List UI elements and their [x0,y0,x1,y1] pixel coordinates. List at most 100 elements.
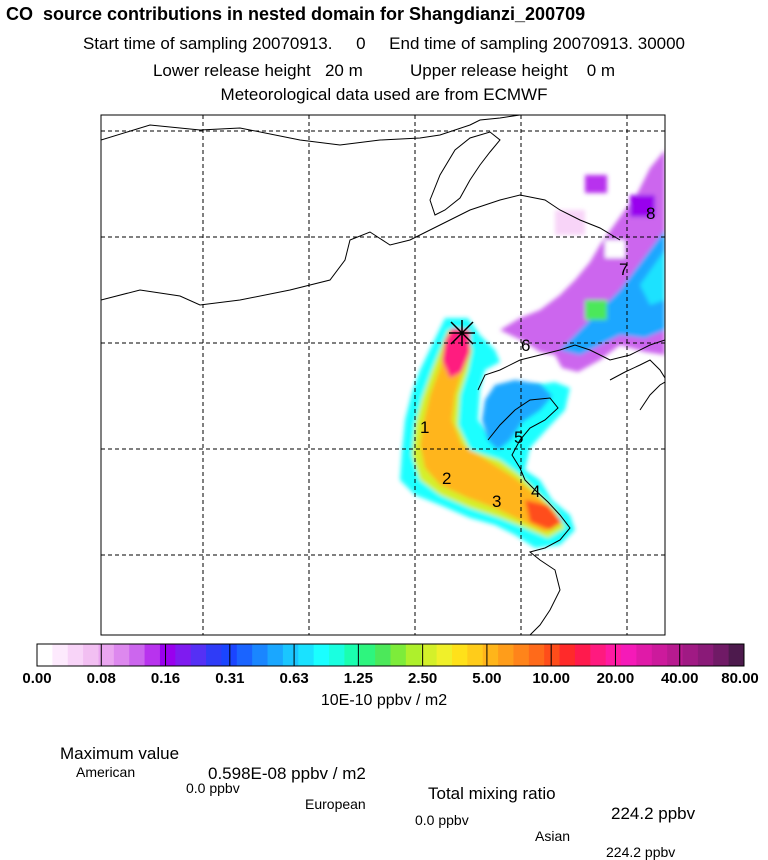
plume-main-hotspot [525,500,562,530]
colorbar-swatch [559,644,576,666]
end-label: End time of sampling [389,34,548,53]
graticule [101,115,665,635]
colorbar-swatch [390,644,407,666]
colorbar-swatch [697,644,714,666]
colorbar-swatch [282,644,299,666]
colorbar-swatch [713,644,730,666]
colorbar-tick-label: 80.00 [721,670,759,687]
colorbar-swatch [467,644,484,666]
sector-label-4: 4 [531,482,540,501]
colorbar-swatch [482,644,499,666]
regions-line: American 0.0 ppbv European 0.0 ppbv Asia… [0,748,768,860]
lower-value: 20 m [324,61,363,80]
colorbar-swatch [651,644,668,666]
colorbar-swatch [252,644,269,666]
sector-label-6: 6 [521,336,530,355]
coastline-middle [101,194,621,306]
asian-label: Asian [535,828,571,844]
colorbar-units: 10E-10 ppbv / m2 [320,692,448,709]
meteo-line: Meteorological data used are from ECMWF [220,85,548,104]
colorbar-swatch [498,644,514,666]
receptor-marker [449,320,475,346]
colorbar-swatch [52,644,69,666]
colorbar-swatch [144,644,161,666]
colorbar-swatch [190,644,207,666]
colorbar-swatch [728,644,745,666]
plume-patch [585,175,607,193]
colorbar-swatch [605,644,622,666]
colorbar-tick-label: 2.50 [408,670,438,687]
european-value: 0.0 ppbv [415,812,469,828]
coastline-bohai [477,339,665,391]
coastlines [101,115,665,635]
plume-main-core [420,330,560,532]
american-value: 0.0 ppbv [186,780,240,796]
colorbar-swatch [621,644,637,666]
sector-label-7: 7 [619,260,628,279]
colorbar-tick-label: 5.00 [472,670,502,687]
colorbar-swatch [682,644,699,666]
european-label: European [305,796,366,812]
colorbar-swatch [544,644,561,666]
colorbar-tick-label: 0.63 [279,670,309,687]
max-label: Maximum value [60,744,180,763]
coastline-bay [487,397,571,635]
plume-ne-inner [640,250,665,305]
start-label: Start time of sampling [82,34,248,53]
colorbar-swatch [667,644,684,666]
colorbar-swatch [636,644,653,666]
release-line: Lower release height 20 m Upper release … [0,61,768,81]
colorbar-swatch [113,644,130,666]
colorbar-swatch [67,644,84,666]
colorbar-swatch [421,644,438,666]
colorbar-tick-label: 1.25 [343,670,373,687]
colorbar-swatch [37,644,53,666]
colorbar-swatch [513,644,530,666]
colorbar-frame [36,643,745,667]
end-value: 20070913. 30000 [552,34,686,53]
colorbar-swatch [405,644,422,666]
colorbar-swatch [344,644,361,666]
asian-value: 224.2 ppbv [606,844,676,860]
colorbar-tick-label: 10.00 [532,670,570,687]
colorbar-swatch [129,644,146,666]
bay-plume [482,380,552,450]
map-background [101,115,665,635]
sector-labels: 1 2 3 4 5 6 7 8 [420,204,655,511]
sector-label-1: 1 [420,418,429,437]
sector-label-3: 3 [492,492,501,511]
coastline-east [609,359,665,381]
sector-label-2: 2 [442,469,451,488]
colorbar-swatch [206,644,222,666]
colorbar-swatch [329,644,345,666]
colorbar-swatch [267,644,284,666]
colorbar-swatch [236,644,253,666]
colorbar-swatch [375,644,391,666]
plume-ne-mid [560,230,665,355]
colorbar-swatch [83,644,99,666]
colorbar [36,643,745,667]
colorbar-swatch [359,644,376,666]
colorbar-swatch [159,644,176,666]
colorbar-swatch [313,644,330,666]
sector-label-5: 5 [514,428,523,447]
colorbar-swatch [298,644,315,666]
coastline-ne [639,381,665,411]
upper-label: Upper release height [409,61,568,80]
plume-patch [605,240,625,258]
colorbar-tick-label: 0.08 [86,670,116,687]
colorbar-tick-label: 40.00 [660,670,699,687]
plume-patch [585,300,607,320]
map-title: CO source contributions in nested domain… [6,4,586,24]
colorbar-swatch [574,644,591,666]
upper-value: 0 m [586,61,616,80]
map-frame [100,114,666,636]
colorbar-swatch [175,644,192,666]
lower-label: Lower release height [152,61,311,80]
american-label: American [76,764,136,780]
colorbar-swatch [528,644,545,666]
colorbar-swatch [590,644,607,666]
start-value: 20070913. 0 [252,34,366,53]
sampling-line: Start time of sampling 20070913. 0 End t… [0,34,768,54]
colorbar-tick-label: 0.16 [150,670,181,687]
